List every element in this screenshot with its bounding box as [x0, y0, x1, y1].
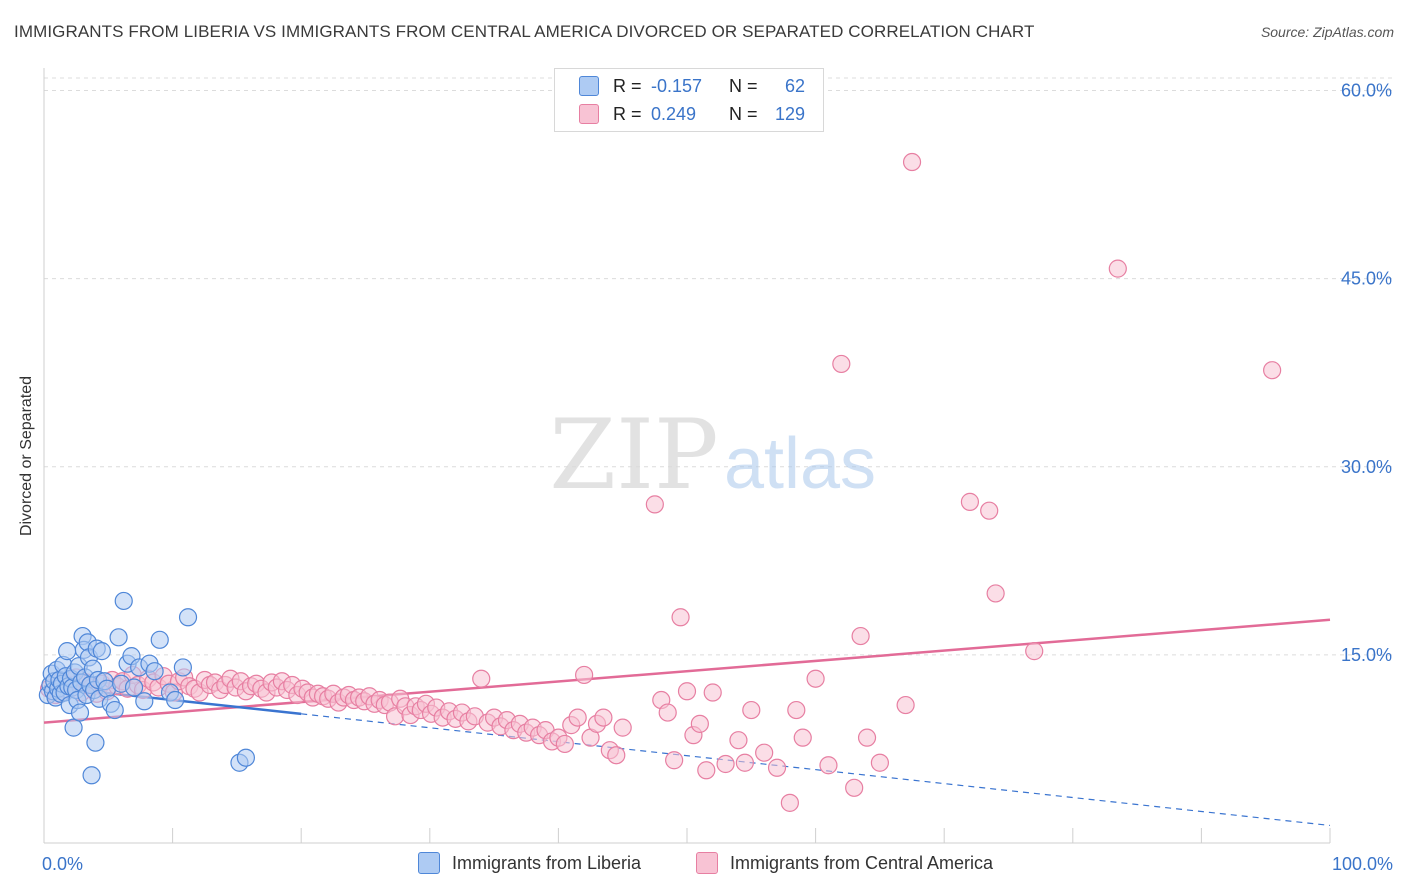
central-america-point: [755, 743, 774, 762]
legend-r-label: R =: [613, 103, 642, 124]
legend-r-value: 0.249: [651, 103, 697, 124]
central-america-point: [845, 778, 864, 797]
central-america-point: [645, 495, 664, 514]
liberia-point: [109, 628, 128, 647]
central-america-point: [832, 354, 851, 374]
central-america-point: [1025, 642, 1044, 661]
x-tick-label: 100.0%: [1332, 854, 1393, 874]
central-america-point: [806, 669, 825, 688]
liberia-point: [173, 658, 192, 677]
liberia-point: [236, 748, 256, 767]
bottom-legend-central-america: Immigrants from Central America: [696, 852, 993, 874]
liberia-point: [114, 591, 133, 611]
central-america-point: [697, 761, 716, 780]
legend-row-central-america: R = 0.249 N = 129: [579, 102, 805, 126]
central-america-point: [780, 793, 799, 812]
liberia-point: [166, 690, 185, 710]
watermark-zip: ZIP: [549, 399, 718, 511]
central-america-point: [980, 501, 999, 520]
x-tick-label: 0.0%: [42, 854, 83, 874]
y-tick-label: 30.0%: [1341, 457, 1392, 477]
central-america-point: [555, 734, 574, 754]
source-attribution: Source: ZipAtlas.com: [1260, 24, 1394, 40]
legend-n-label: N =: [729, 75, 758, 96]
central-america-point: [671, 608, 690, 627]
legend: R = -0.157 N = 62 R = 0.249 N = 129: [554, 68, 824, 132]
central-america-swatch: [696, 852, 718, 874]
tick-labels: 15.0% 30.0% 45.0% 60.0% 0.0% 100.0%: [42, 81, 1393, 874]
legend-row-liberia: R = -0.157 N = 62: [579, 74, 805, 98]
legend-n-value: 62: [784, 75, 805, 96]
central-america-point: [896, 695, 915, 715]
central-america-point: [986, 584, 1005, 603]
liberia-point: [92, 642, 111, 661]
central-america-point: [793, 728, 812, 747]
central-america-point: [665, 751, 684, 770]
liberia-point: [82, 766, 101, 785]
central-america-point: [742, 700, 761, 720]
central-america-point: [819, 756, 838, 775]
liberia-point: [135, 692, 154, 711]
central-america-swatch: [579, 104, 599, 124]
central-america-point: [703, 683, 722, 702]
central-america-point: [607, 746, 626, 765]
central-america-point: [735, 753, 754, 772]
bottom-legend-liberia-label: Immigrants from Liberia: [452, 852, 642, 873]
central-america-point: [787, 700, 806, 720]
liberia-trend-extension: [301, 713, 1331, 827]
grid-lines: [44, 77, 1392, 656]
legend-n-label: N =: [729, 103, 758, 124]
bottom-legend: Immigrants from Liberia Immigrants from …: [0, 852, 1406, 876]
legend-r-value: -0.157: [651, 75, 703, 96]
bottom-legend-liberia: Immigrants from Liberia: [418, 852, 641, 874]
central-america-point: [851, 626, 870, 646]
central-america-point: [729, 731, 748, 750]
liberia-point: [70, 703, 90, 722]
y-tick-label: 45.0%: [1341, 269, 1392, 289]
liberia-swatch: [579, 76, 599, 96]
bottom-legend-central-america-label: Immigrants from Central America: [730, 852, 994, 873]
central-america-point: [575, 665, 594, 685]
liberia-point: [86, 733, 105, 752]
chart-title: IMMIGRANTS FROM LIBERIA VS IMMIGRANTS FR…: [14, 22, 1035, 41]
central-america-points: [40, 152, 1282, 812]
liberia-point: [145, 662, 164, 681]
central-america-point: [690, 714, 709, 733]
y-tick-label: 15.0%: [1341, 645, 1392, 665]
central-america-point: [568, 708, 587, 727]
central-america-point: [1108, 259, 1127, 278]
central-america-point: [870, 753, 890, 772]
liberia-point: [105, 700, 124, 720]
central-america-point: [857, 728, 877, 747]
liberia-point: [150, 630, 169, 649]
watermark: ZIP atlas: [549, 399, 876, 511]
liberia-points: [38, 591, 256, 785]
central-america-point: [472, 669, 491, 688]
central-america-point: [594, 708, 613, 727]
central-america-point: [677, 682, 697, 701]
liberia-point: [124, 678, 144, 697]
y-tick-label: 60.0%: [1341, 81, 1392, 101]
trend-lines: [43, 618, 1331, 827]
legend-r-label: R =: [613, 75, 642, 96]
central-america-point: [960, 492, 980, 511]
watermark-atlas: atlas: [724, 424, 876, 504]
central-america-trend-line: [43, 618, 1331, 724]
liberia-point: [178, 608, 198, 627]
liberia-swatch: [418, 852, 440, 874]
axes: [43, 68, 1331, 844]
liberia-point: [58, 642, 77, 661]
central-america-point: [1263, 361, 1282, 380]
central-america-point: [613, 718, 632, 737]
central-america-point: [658, 703, 677, 722]
central-america-point: [716, 754, 735, 774]
central-america-point: [767, 758, 787, 777]
liberia-point: [64, 718, 83, 737]
central-america-point: [902, 152, 922, 172]
legend-n-value: 129: [774, 103, 805, 124]
